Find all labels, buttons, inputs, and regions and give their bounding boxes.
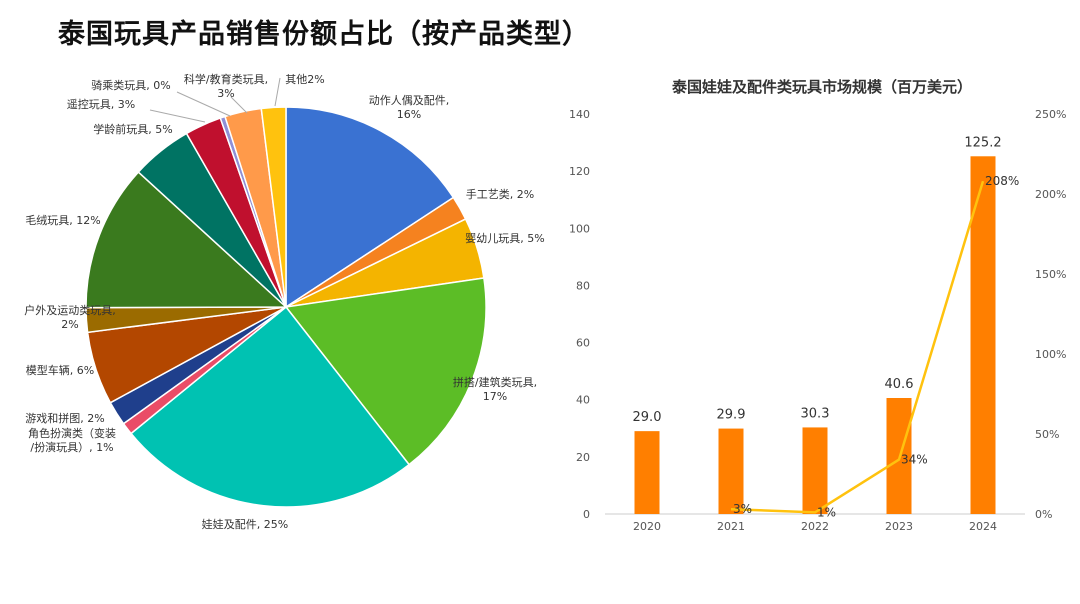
bar-value-label: 30.3 [801, 406, 830, 421]
pie-slice-label: 学龄前玩具, 5% [93, 122, 172, 136]
pie-slice-label: 模型车辆, 6% [26, 363, 94, 377]
y-left-tick-label: 100 [569, 222, 590, 235]
y-right-tick-label: 250% [1035, 108, 1066, 121]
pie-slice-label: 遥控玩具, 3% [67, 97, 135, 111]
bar-line-chart: 泰国娃娃及配件类玩具市场规模（百万美元） 0 20 40 60 80 100 120 140 0… [569, 78, 1066, 533]
pie-leader-line [149, 109, 206, 123]
pie-slice-label: 角色扮演类（变装/扮演玩具）, 1% [28, 426, 116, 454]
y-right-tick-label: 150% [1035, 268, 1066, 281]
pie-leader-lines [149, 77, 281, 123]
bar-value-label: 40.6 [885, 377, 914, 392]
pie-slices [85, 106, 487, 508]
pie-slice-label: 游戏和拼图, 2% [25, 411, 104, 425]
y-right-tick-label: 50% [1035, 428, 1059, 441]
pie-labels: 动作人偶及配件, 16% 手工艺类, 2% 婴幼儿玩具, 5% 拼搭/建筑类玩具, 17%… [24, 72, 544, 531]
pie-slice [85, 171, 288, 309]
growth-label: 1% [817, 505, 836, 519]
y-left-tick-label: 40 [576, 394, 590, 407]
bar [970, 156, 996, 514]
growth-line-series: 3% 1% 34% 208% [730, 174, 1019, 519]
y-right-tick-label: 100% [1035, 348, 1066, 361]
pie-slice-label: 婴幼儿玩具, 5% [465, 232, 544, 245]
y-right-tick-label: 0% [1035, 508, 1052, 521]
pie-slice [284, 277, 487, 466]
growth-label: 34% [901, 453, 928, 467]
bar-value-label: 125.2 [964, 135, 1001, 150]
pie-slice-label: 动作人偶及配件, 16% [369, 94, 450, 121]
pie-slice [130, 305, 411, 508]
pie-slice [285, 106, 455, 309]
pie-leader-line [274, 77, 281, 107]
pie-slice-label: 毛绒玩具, 12% [25, 214, 100, 227]
y-left-tick-label: 0 [583, 508, 590, 521]
x-tick-label: 2020 [633, 520, 661, 533]
bar-series: 29.0 29.9 30.3 40.6 125.2 [633, 135, 1002, 514]
x-tick-label: 2022 [801, 520, 829, 533]
pie-slice-label: 其他2% [285, 73, 324, 86]
pie-chart: 动作人偶及配件, 16% 手工艺类, 2% 婴幼儿玩具, 5% 拼搭/建筑类玩具, 17%… [24, 72, 544, 531]
pie-slice-label: 科学/教育类玩具, 3% [184, 72, 268, 100]
y-left-tick-label: 20 [576, 451, 590, 464]
bar-value-label: 29.0 [633, 410, 662, 425]
x-tick-label: 2024 [969, 520, 997, 533]
bar [718, 428, 744, 514]
pie-slice-label: 娃娃及配件, 25% [202, 518, 288, 531]
x-tick-label: 2021 [717, 520, 745, 533]
growth-line [730, 180, 985, 514]
pie-slice-label: 拼搭/建筑类玩具, 17% [453, 375, 537, 403]
growth-label: 208% [985, 174, 1019, 188]
bar-value-label: 29.9 [717, 408, 746, 423]
pie-slice-label: 骑乘类玩具, 0% [91, 78, 170, 92]
y-left-tick-label: 60 [576, 337, 590, 350]
pie-slice [260, 106, 287, 308]
y-left-tick-label: 120 [569, 165, 590, 178]
pie-slice-label: 户外及运动类玩具, 2% [24, 303, 116, 331]
x-tick-label: 2023 [885, 520, 913, 533]
bar [802, 427, 828, 514]
page-title: 泰国玩具产品销售份额占比（按产品类型） [58, 19, 590, 50]
bar [634, 431, 660, 514]
y-left-tick-label: 140 [569, 108, 590, 121]
pie-leader-line [176, 91, 231, 117]
y-right-tick-label: 200% [1035, 188, 1066, 201]
pie-slice-label: 手工艺类, 2% [466, 187, 534, 201]
pie-leader-line [230, 96, 248, 114]
growth-label: 3% [733, 502, 752, 516]
y-left-tick-label: 80 [576, 279, 590, 292]
bar-chart-title: 泰国娃娃及配件类玩具市场规模（百万美元） [671, 78, 972, 96]
